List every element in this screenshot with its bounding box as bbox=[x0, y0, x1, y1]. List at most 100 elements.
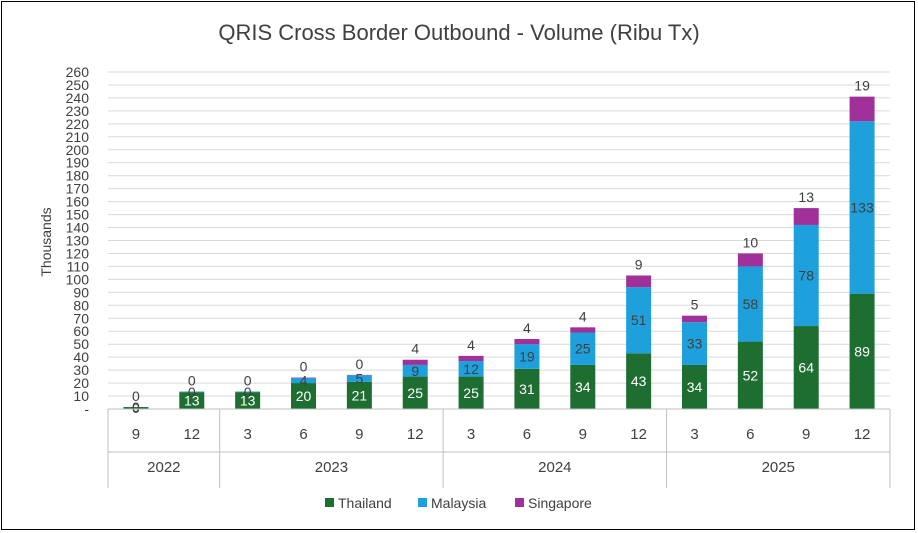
y-tick-label: 90 bbox=[73, 284, 89, 300]
bar-segment-singapore bbox=[570, 327, 596, 333]
x-tick-label: 12 bbox=[407, 426, 424, 443]
y-tick-label: 50 bbox=[73, 336, 89, 352]
bar-segment-thailand bbox=[514, 368, 540, 409]
data-label: 31 bbox=[519, 381, 535, 397]
bar-segment-malaysia bbox=[402, 364, 428, 377]
x-tick-label: 9 bbox=[355, 426, 363, 443]
legend-swatch-malaysia bbox=[418, 498, 427, 507]
bar-segment-malaysia bbox=[514, 344, 540, 369]
bar-segment-malaysia bbox=[346, 375, 372, 382]
bar-segment-malaysia bbox=[235, 391, 261, 393]
bar-segment-thailand bbox=[291, 383, 316, 409]
bar-segment-malaysia bbox=[291, 377, 316, 384]
y-tick-label: 220 bbox=[66, 116, 90, 132]
data-label: 0 bbox=[355, 356, 363, 372]
bar-segment-malaysia bbox=[737, 266, 763, 342]
group-label: 2023 bbox=[315, 459, 348, 476]
data-label: 89 bbox=[854, 343, 870, 359]
bar-segment-singapore bbox=[849, 96, 875, 122]
legend-swatch-thailand bbox=[325, 498, 334, 507]
data-label: 78 bbox=[798, 267, 814, 283]
data-label: 133 bbox=[850, 199, 874, 215]
data-label: 13 bbox=[798, 189, 814, 205]
data-label: 19 bbox=[854, 78, 870, 94]
data-label: 4 bbox=[411, 341, 419, 357]
bar-segment-thailand bbox=[849, 293, 875, 409]
legend-label-singapore: Singapore bbox=[528, 495, 592, 511]
data-label: 13 bbox=[240, 393, 256, 409]
data-label: 21 bbox=[352, 387, 368, 403]
x-tick-label: 3 bbox=[467, 426, 475, 443]
data-label: 9 bbox=[635, 256, 643, 272]
y-tick-label: 240 bbox=[66, 90, 90, 106]
bars bbox=[123, 96, 875, 409]
bar-segment-singapore bbox=[626, 275, 652, 288]
y-tick-label: 230 bbox=[66, 103, 90, 119]
x-tick-label: 6 bbox=[746, 426, 754, 443]
data-label: 34 bbox=[575, 379, 591, 395]
y-tick-label: 200 bbox=[66, 142, 90, 158]
data-label: 52 bbox=[743, 367, 759, 383]
x-tick-label: 12 bbox=[630, 426, 647, 443]
x-tick-label: 3 bbox=[690, 426, 698, 443]
data-label: 0 bbox=[244, 373, 252, 389]
legend: Thailand Malaysia Singapore bbox=[325, 495, 592, 511]
data-label: 9 bbox=[411, 363, 419, 379]
bar-segment-singapore bbox=[402, 359, 428, 365]
x-tick-label: 12 bbox=[854, 426, 871, 443]
data-label: 51 bbox=[631, 312, 647, 328]
x-tick-label: 3 bbox=[243, 426, 251, 443]
bar-segment-malaysia bbox=[849, 121, 875, 294]
data-label: 0 bbox=[244, 384, 252, 400]
data-label: 33 bbox=[687, 336, 703, 352]
y-tick-label: 80 bbox=[73, 297, 89, 313]
group-label: 2022 bbox=[147, 459, 180, 476]
data-label: 58 bbox=[743, 296, 759, 312]
y-tick-label: - bbox=[84, 401, 89, 417]
data-label: 13 bbox=[184, 393, 200, 409]
y-tick-label: 70 bbox=[73, 310, 89, 326]
y-tick-label: 190 bbox=[66, 155, 90, 171]
data-label: 0 bbox=[132, 388, 140, 404]
y-tick-label: 150 bbox=[66, 207, 90, 223]
bar-segment-thailand bbox=[123, 407, 149, 409]
data-label: 4 bbox=[300, 372, 308, 388]
data-label: 43 bbox=[631, 373, 647, 389]
data-label: 0 bbox=[188, 384, 196, 400]
y-axis-ticks: -102030405060708090100110120130140150160… bbox=[66, 64, 90, 417]
bar-segment-thailand bbox=[682, 364, 707, 409]
y-tick-label: 60 bbox=[73, 323, 89, 339]
data-label: 34 bbox=[687, 379, 703, 395]
x-tick-label: 6 bbox=[523, 426, 531, 443]
data-label: 4 bbox=[467, 337, 475, 353]
group-label: 2025 bbox=[762, 459, 795, 476]
x-tick-label: 6 bbox=[299, 426, 307, 443]
data-label: 20 bbox=[296, 388, 312, 404]
x-tick-label: 9 bbox=[132, 426, 140, 443]
x-tick-label: 9 bbox=[802, 426, 810, 443]
y-tick-label: 260 bbox=[66, 64, 90, 80]
bar-segment-thailand bbox=[626, 353, 652, 409]
bar-segment-malaysia bbox=[458, 361, 484, 377]
data-label: 0 bbox=[300, 359, 308, 375]
data-label: 64 bbox=[798, 360, 814, 376]
y-tick-label: 180 bbox=[66, 168, 90, 184]
y-tick-label: 10 bbox=[73, 388, 89, 404]
bar-segment-malaysia bbox=[626, 287, 652, 354]
bar-segment-thailand bbox=[402, 376, 428, 409]
data-label: 12 bbox=[463, 361, 479, 377]
legend-swatch-singapore bbox=[515, 498, 524, 507]
y-tick-label: 40 bbox=[73, 349, 89, 365]
data-label: 10 bbox=[743, 234, 759, 250]
y-tick-label: 250 bbox=[66, 77, 90, 93]
bar-segment-singapore bbox=[682, 315, 707, 323]
data-label: 5 bbox=[691, 297, 699, 313]
y-tick-label: 110 bbox=[67, 258, 90, 274]
bar-segment-singapore bbox=[793, 208, 819, 225]
data-label: 4 bbox=[579, 308, 587, 324]
bar-segment-thailand bbox=[737, 341, 763, 409]
bar-segment-singapore bbox=[458, 355, 484, 362]
